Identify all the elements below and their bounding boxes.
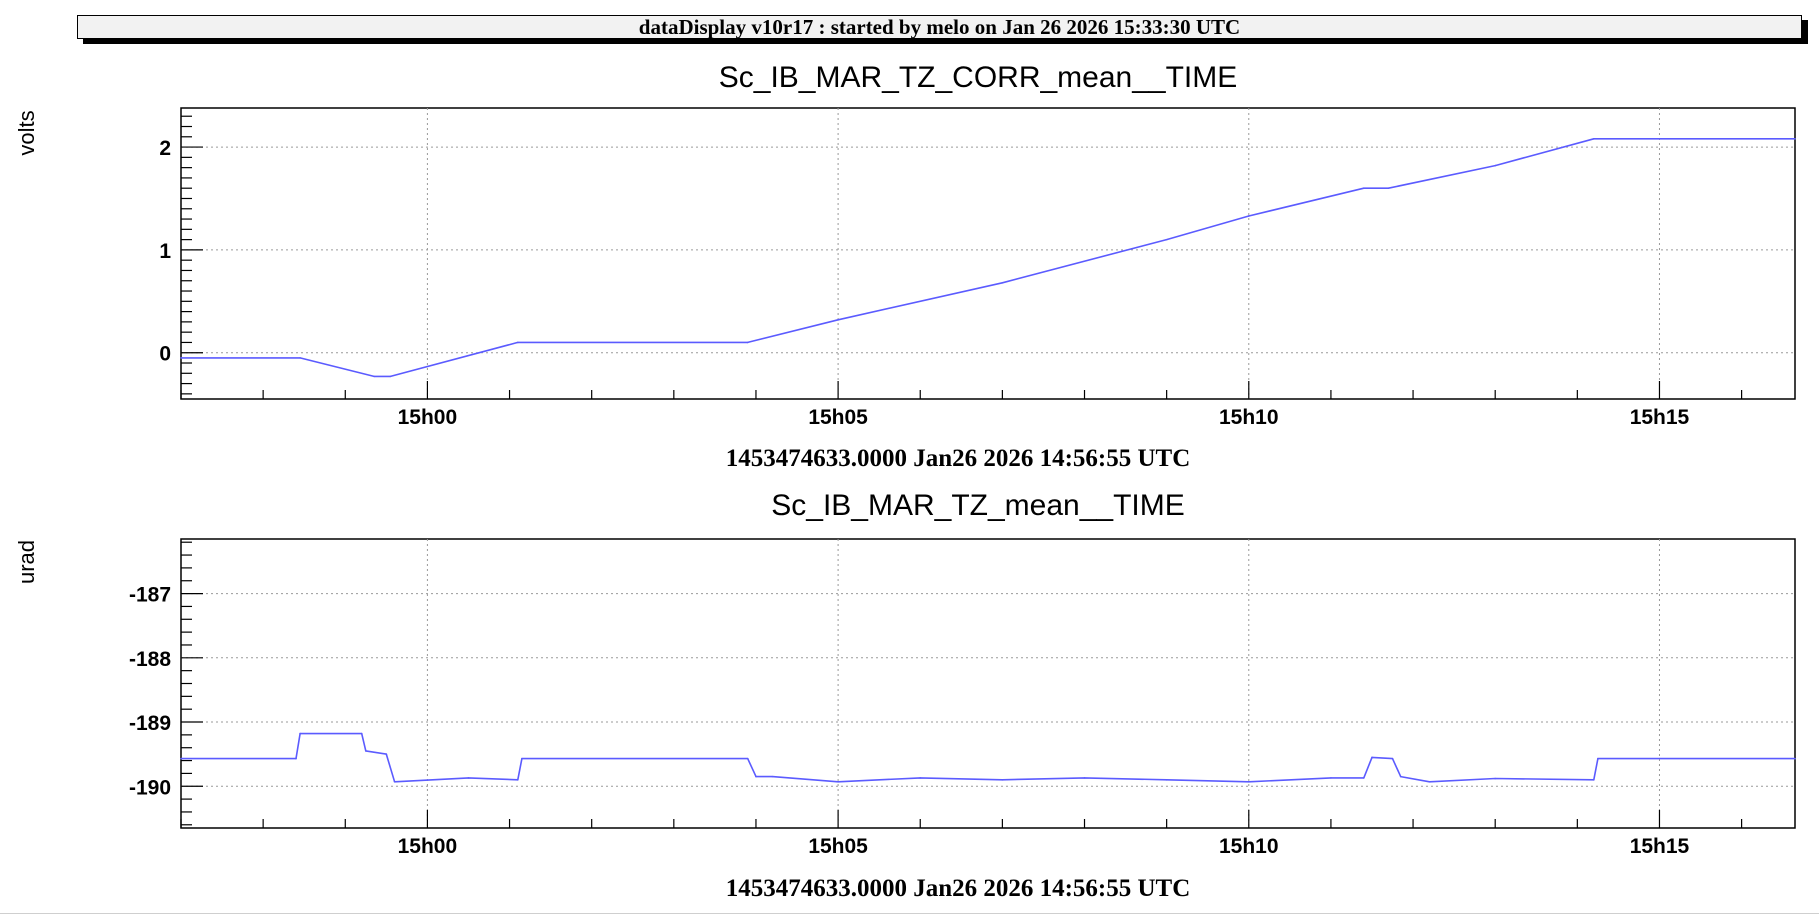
data-point bbox=[516, 779, 519, 781]
data-point bbox=[295, 757, 297, 760]
data-point bbox=[1494, 164, 1496, 167]
data-point bbox=[180, 357, 182, 359]
y-tick-label: 1 bbox=[159, 240, 171, 263]
data-point bbox=[1794, 138, 1796, 140]
x-tick-label: 15h10 bbox=[1219, 406, 1279, 429]
data-point bbox=[385, 753, 388, 755]
data-point bbox=[180, 757, 182, 760]
data-point bbox=[1391, 757, 1394, 760]
data-point bbox=[299, 732, 301, 735]
y-tick-label: -189 bbox=[129, 712, 171, 735]
chart-title: Sc_IB_MAR_TZ_mean__TIME bbox=[771, 489, 1184, 522]
data-point bbox=[1592, 779, 1595, 781]
data-point bbox=[360, 732, 363, 735]
y-axis-label: urad bbox=[14, 540, 39, 584]
data-point bbox=[467, 777, 470, 779]
data-point bbox=[516, 341, 519, 344]
x-tick-label: 15h15 bbox=[1630, 835, 1690, 858]
y-axis-label: volts bbox=[14, 110, 39, 155]
data-point bbox=[1247, 215, 1250, 217]
data-point bbox=[521, 757, 523, 760]
data-series-line bbox=[181, 732, 1795, 783]
x-tick-label: 15h05 bbox=[808, 406, 868, 429]
data-point bbox=[1362, 187, 1365, 190]
data-point bbox=[1399, 775, 1402, 778]
data-point bbox=[299, 357, 301, 359]
data-point bbox=[389, 375, 392, 378]
data-point bbox=[837, 319, 839, 321]
y-tick-label: -188 bbox=[129, 648, 171, 671]
chart-title: Sc_IB_MAR_TZ_CORR_mean__TIME bbox=[719, 61, 1238, 94]
y-tick-label: -187 bbox=[129, 584, 171, 607]
data-point bbox=[1428, 780, 1431, 783]
data-point bbox=[837, 780, 839, 783]
data-point bbox=[1794, 757, 1796, 760]
data-point bbox=[373, 375, 375, 378]
data-point bbox=[1597, 757, 1599, 760]
data-point bbox=[1592, 138, 1595, 140]
data-series-line bbox=[181, 138, 1795, 378]
data-point bbox=[771, 775, 774, 778]
data-point bbox=[1001, 779, 1004, 781]
y-tick-label: 0 bbox=[159, 343, 171, 366]
data-point bbox=[1494, 777, 1496, 780]
data-point bbox=[1362, 777, 1365, 779]
x-tick-label: 15h05 bbox=[808, 835, 868, 858]
x-tick-label: 15h10 bbox=[1219, 835, 1279, 858]
banner-title: dataDisplay v10r17 : started by melo on … bbox=[77, 15, 1802, 39]
x-tick-label: 15h00 bbox=[398, 835, 458, 858]
y-tick-label: -190 bbox=[129, 776, 171, 799]
data-point bbox=[1247, 780, 1250, 783]
data-point bbox=[919, 777, 922, 779]
data-point bbox=[1330, 777, 1332, 779]
data-point bbox=[746, 757, 749, 760]
data-point bbox=[746, 341, 749, 344]
data-point bbox=[755, 775, 757, 778]
x-tick-label: 15h00 bbox=[398, 406, 458, 429]
data-point bbox=[365, 750, 367, 752]
x-axis-title: 1453474633.0000 Jan26 2026 14:56:55 UTC bbox=[726, 875, 1191, 902]
y-tick-label: 2 bbox=[159, 137, 171, 160]
data-point bbox=[1387, 187, 1390, 190]
data-point bbox=[1371, 756, 1373, 759]
bottom-divider bbox=[0, 913, 1819, 914]
x-axis-title: 1453474633.0000 Jan26 2026 14:56:55 UTC bbox=[726, 445, 1191, 472]
data-point bbox=[393, 780, 396, 783]
data-point bbox=[1165, 779, 1168, 781]
data-point bbox=[1165, 238, 1168, 241]
data-point bbox=[1001, 282, 1004, 284]
plot-frame bbox=[180, 107, 1796, 400]
x-tick-label: 15h15 bbox=[1630, 406, 1690, 429]
data-point bbox=[1083, 777, 1086, 779]
plot-frame bbox=[180, 538, 1796, 829]
